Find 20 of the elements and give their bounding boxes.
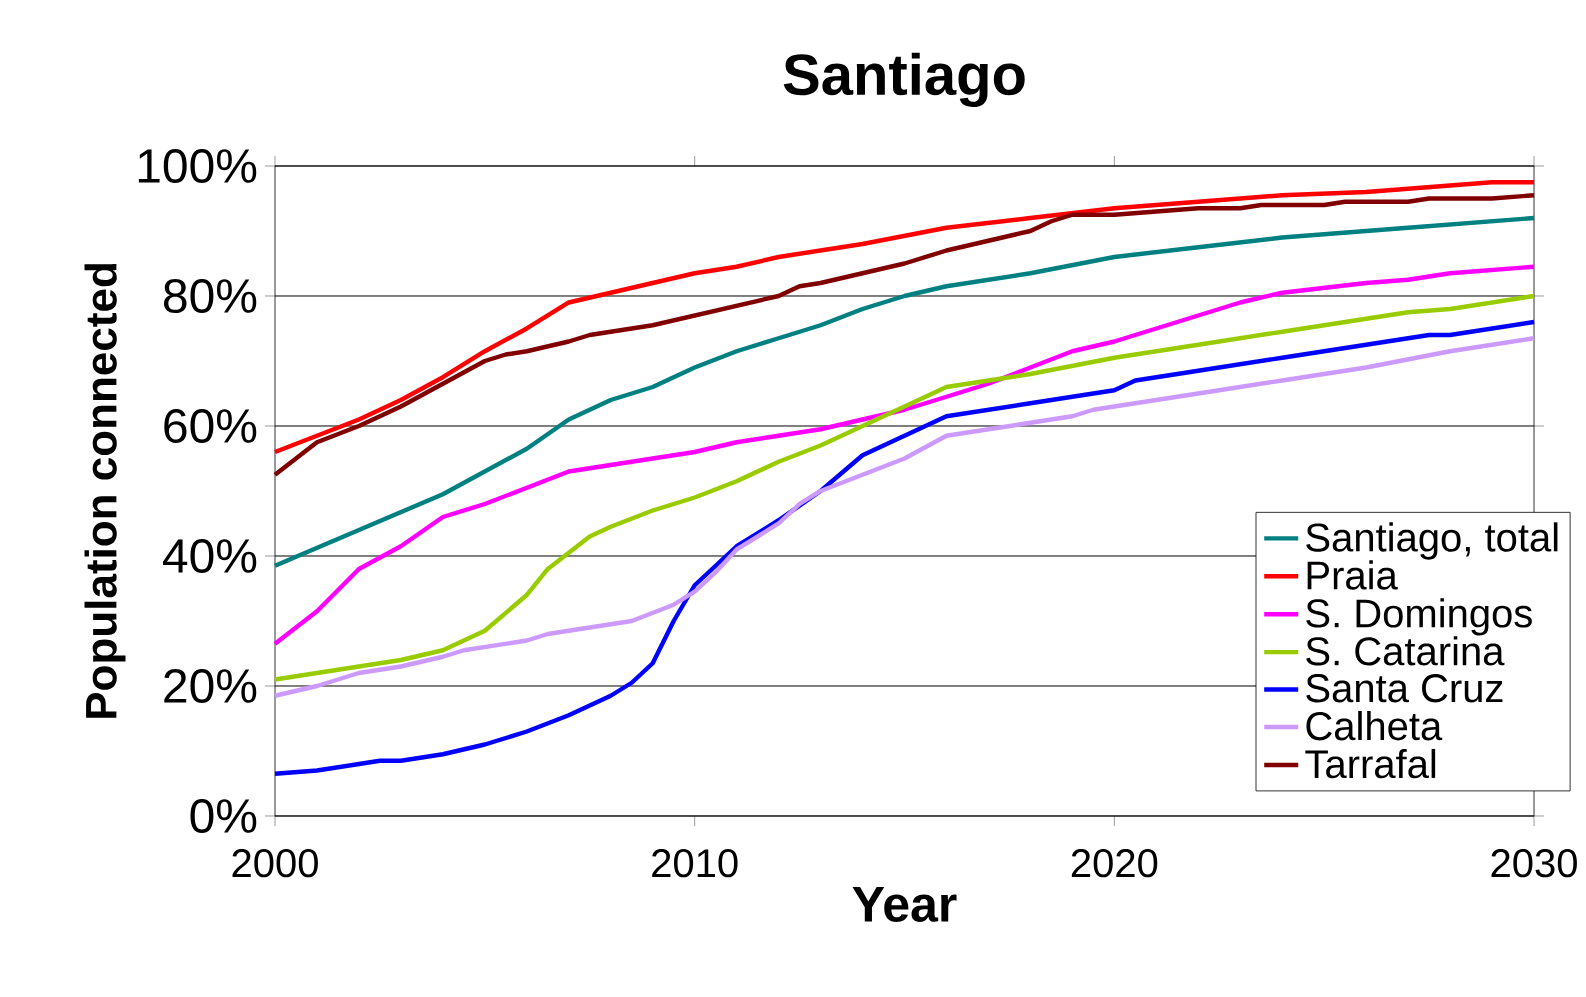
- y-tick-label: 80%: [164, 278, 257, 313]
- y-tick-label: 0%: [190, 798, 257, 833]
- y-tick-label: 40%: [163, 538, 257, 573]
- legend-label: S. Catarina: [1306, 636, 1505, 666]
- legend-label: Calheta: [1306, 710, 1443, 741]
- legend-label: S. Domingos: [1306, 598, 1532, 636]
- x-tick-label: 2030: [1491, 849, 1577, 878]
- chart-title: Santiago: [783, 52, 1025, 107]
- legend-label: Santa Cruz: [1306, 674, 1503, 703]
- legend-label: Praia: [1307, 560, 1398, 590]
- legend-label: Tarrafal: [1305, 748, 1436, 779]
- y-tick-label: 20%: [164, 668, 257, 703]
- x-tick-label: 2020: [1071, 849, 1158, 878]
- y-tick-label: 60%: [164, 408, 257, 443]
- x-tick-label: 2000: [232, 849, 318, 878]
- y-axis-title: Population connected: [84, 264, 126, 718]
- y-tick-label: 100%: [138, 148, 257, 183]
- x-axis-title: Year: [852, 887, 957, 922]
- legend-label: Santiago, total: [1306, 522, 1558, 560]
- x-tick-label: 2010: [652, 849, 738, 878]
